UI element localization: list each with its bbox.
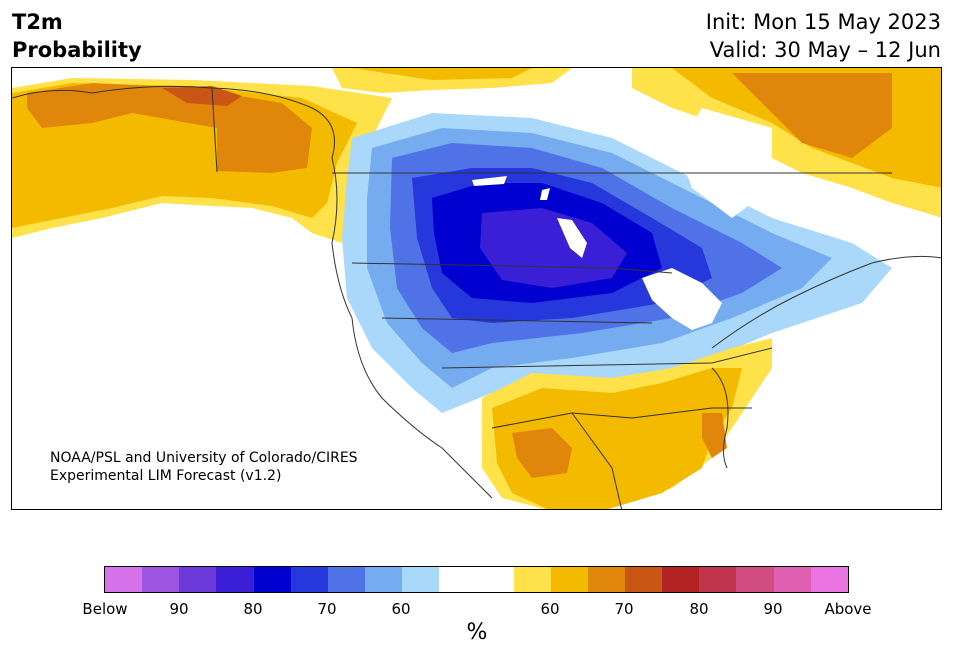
colorbar-segment bbox=[513, 567, 551, 592]
alaska-warm-region bbox=[12, 78, 392, 243]
forecast-map: NOAA/PSL and University of Colorado/CIRE… bbox=[11, 67, 942, 510]
colorbar-segment bbox=[550, 567, 588, 592]
colorbar-segment bbox=[253, 567, 291, 592]
colorbar-segment bbox=[364, 567, 403, 592]
colorbar-tick: 60 bbox=[391, 600, 411, 618]
forecast-dates: Init: Mon 15 May 2023 Valid: 30 May – 12… bbox=[706, 8, 941, 64]
colorbar-segment bbox=[105, 567, 143, 592]
colorbar-tick: 80 bbox=[243, 600, 263, 618]
colorbar-segment bbox=[662, 567, 700, 592]
colorbar-tick: 70 bbox=[317, 600, 337, 618]
colorbar-segment bbox=[439, 567, 477, 592]
colorbar-segment bbox=[216, 567, 254, 592]
colorbar-segment bbox=[810, 567, 848, 592]
colorbar-unit: % bbox=[466, 620, 488, 645]
colorbar-segment bbox=[476, 567, 514, 592]
colorbar-segment bbox=[290, 567, 328, 592]
title-metric: Probability bbox=[12, 38, 142, 62]
colorbar-tick: 60 bbox=[540, 600, 560, 618]
colorbar-tick: 70 bbox=[614, 600, 634, 618]
credit-line-1: NOAA/PSL and University of Colorado/CIRE… bbox=[50, 450, 358, 466]
colorbar-segment bbox=[624, 567, 663, 592]
colorbar-segment bbox=[142, 567, 180, 592]
colorbar-tick: Above bbox=[824, 600, 872, 618]
title-variable: T2m bbox=[12, 10, 63, 34]
colorbar-segment bbox=[402, 567, 440, 592]
credit-text: NOAA/PSL and University of Colorado/CIRE… bbox=[50, 449, 358, 485]
map-canvas bbox=[12, 68, 941, 509]
colorbar-segment bbox=[327, 567, 365, 592]
colorbar bbox=[104, 566, 849, 593]
borders bbox=[12, 85, 941, 509]
colorbar-tick: Below bbox=[82, 600, 128, 618]
map-title: T2m Probability bbox=[12, 8, 142, 64]
northeast-warm-region bbox=[332, 68, 941, 218]
colorbar-segment bbox=[736, 567, 774, 592]
colorbar-tick: 90 bbox=[763, 600, 783, 618]
colorbar-tick: 90 bbox=[169, 600, 189, 618]
colorbar-tick: 80 bbox=[689, 600, 709, 618]
colorbar-segment bbox=[699, 567, 737, 592]
colorbar-segment bbox=[773, 567, 811, 592]
water-bodies bbox=[472, 108, 772, 330]
south-warm-region bbox=[482, 338, 772, 509]
colorbar-segment bbox=[179, 567, 217, 592]
credit-line-2: Experimental LIM Forecast (v1.2) bbox=[50, 468, 282, 484]
colorbar-segment bbox=[587, 567, 625, 592]
central-cold-region bbox=[342, 113, 892, 413]
valid-period: Valid: 30 May – 12 Jun bbox=[709, 38, 941, 62]
init-date: Init: Mon 15 May 2023 bbox=[705, 10, 941, 34]
